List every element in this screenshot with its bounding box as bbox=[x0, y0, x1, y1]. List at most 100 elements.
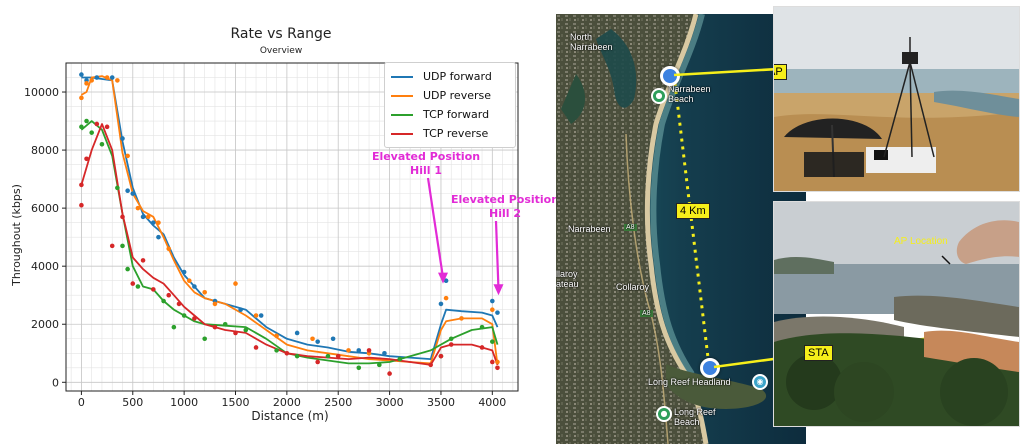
series-line-udp-reverse bbox=[80, 75, 499, 366]
data-point bbox=[212, 301, 218, 307]
legend-label: TCP forward bbox=[423, 108, 490, 121]
data-point bbox=[176, 301, 182, 307]
chart-title: Rate vs Range bbox=[231, 26, 332, 42]
data-point bbox=[115, 78, 120, 83]
data-point bbox=[443, 278, 449, 283]
camera-marker-icon: ◉ bbox=[752, 374, 768, 390]
data-point bbox=[438, 353, 444, 359]
data-point bbox=[181, 269, 187, 275]
data-point bbox=[495, 310, 500, 315]
x-tick-label: 1000 bbox=[170, 396, 198, 409]
label-long-reef-beach: Long Reef Beach bbox=[674, 407, 716, 427]
data-point bbox=[315, 339, 320, 344]
legend-entry: TCP reverse bbox=[391, 124, 509, 143]
ap-label: AP bbox=[774, 64, 787, 80]
data-point bbox=[428, 362, 433, 368]
y-axis-label: Throughout (kbps) bbox=[10, 184, 23, 287]
x-tick-label: 2500 bbox=[324, 396, 352, 409]
data-point bbox=[335, 353, 341, 359]
data-point bbox=[130, 191, 136, 196]
data-point bbox=[125, 266, 130, 272]
data-point bbox=[356, 365, 362, 371]
data-point bbox=[89, 130, 94, 135]
chart-svg: 0 500 1000 1500 2000 2500 3000 3500 4000 0 2000 400… bbox=[10, 26, 559, 423]
x-tick-label: 4000 bbox=[478, 396, 506, 409]
data-point bbox=[233, 281, 238, 286]
series-line-tcp-forward bbox=[80, 120, 499, 365]
road-label-a8-bottom: A8 bbox=[640, 310, 653, 317]
label-narrabeen-beach: Narrabeen Beach bbox=[668, 84, 711, 104]
data-point bbox=[490, 339, 495, 344]
data-point bbox=[120, 243, 125, 249]
chart-legend: UDP forward UDP reverse TCP forward TCP rev… bbox=[384, 62, 516, 148]
data-point bbox=[109, 243, 115, 249]
annotation-arrow bbox=[494, 220, 500, 290]
data-point bbox=[448, 336, 454, 342]
annotation-label: Hill 1 bbox=[410, 164, 442, 177]
data-point bbox=[135, 205, 141, 211]
data-point bbox=[479, 345, 485, 350]
data-point bbox=[243, 327, 249, 333]
data-point bbox=[171, 324, 177, 330]
data-point bbox=[120, 214, 125, 220]
data-point bbox=[459, 316, 464, 321]
series-layer bbox=[80, 75, 499, 366]
plot-frame bbox=[65, 62, 519, 392]
data-point bbox=[294, 353, 300, 359]
y-tick-label: 6000 bbox=[31, 202, 59, 215]
axes-layer: 0 500 1000 1500 2000 2500 3000 3500 4000 0 2000 400… bbox=[24, 62, 519, 409]
data-point bbox=[202, 290, 207, 295]
data-point bbox=[89, 78, 94, 83]
data-point bbox=[490, 307, 495, 313]
data-point bbox=[310, 336, 315, 342]
data-point bbox=[490, 359, 495, 365]
data-point bbox=[166, 246, 172, 252]
data-point bbox=[377, 362, 382, 368]
data-point bbox=[330, 336, 336, 342]
data-point bbox=[79, 202, 84, 208]
data-point bbox=[151, 287, 156, 292]
x-tick-label: 3500 bbox=[427, 396, 455, 409]
sta-label: STA bbox=[804, 345, 833, 361]
data-point bbox=[253, 345, 259, 350]
map-background bbox=[556, 14, 806, 444]
data-point bbox=[94, 75, 100, 80]
legend-entry: UDP forward bbox=[391, 67, 509, 86]
data-point bbox=[99, 141, 105, 147]
points-layer bbox=[79, 72, 500, 376]
beach-marker-icon-2: ● bbox=[656, 406, 672, 422]
data-point bbox=[346, 348, 351, 353]
data-point bbox=[181, 313, 187, 318]
annotation-label: Elevated Position bbox=[372, 150, 480, 163]
data-point bbox=[356, 348, 362, 353]
data-point bbox=[186, 278, 192, 283]
ap-photo-scene bbox=[774, 7, 1019, 191]
series-line-udp-forward bbox=[81, 76, 499, 361]
data-point bbox=[84, 156, 89, 162]
y-tick-label: 8000 bbox=[31, 144, 59, 157]
data-point bbox=[387, 371, 392, 376]
x-tick-label: 0 bbox=[78, 396, 85, 409]
data-point bbox=[109, 75, 115, 80]
data-point bbox=[94, 121, 100, 127]
chart-panel: 0 500 1000 1500 2000 2500 3000 3500 4000 0 2000 400… bbox=[10, 26, 560, 423]
data-point bbox=[79, 95, 84, 101]
data-point bbox=[382, 350, 387, 356]
data-point bbox=[202, 336, 207, 342]
x-axis-label: Distance (m) bbox=[251, 409, 328, 423]
data-point bbox=[294, 330, 300, 336]
data-point bbox=[104, 75, 110, 80]
data-point bbox=[448, 342, 454, 347]
data-point bbox=[125, 188, 130, 194]
data-point bbox=[258, 313, 264, 318]
legend-label: UDP reverse bbox=[423, 89, 491, 102]
data-point bbox=[315, 359, 320, 365]
data-point bbox=[79, 182, 84, 188]
data-point bbox=[274, 333, 279, 339]
data-point bbox=[120, 136, 125, 141]
annotation-label: Elevated Position bbox=[451, 193, 559, 206]
grid-layer bbox=[66, 63, 518, 391]
data-point bbox=[161, 298, 166, 304]
data-point bbox=[233, 330, 238, 336]
